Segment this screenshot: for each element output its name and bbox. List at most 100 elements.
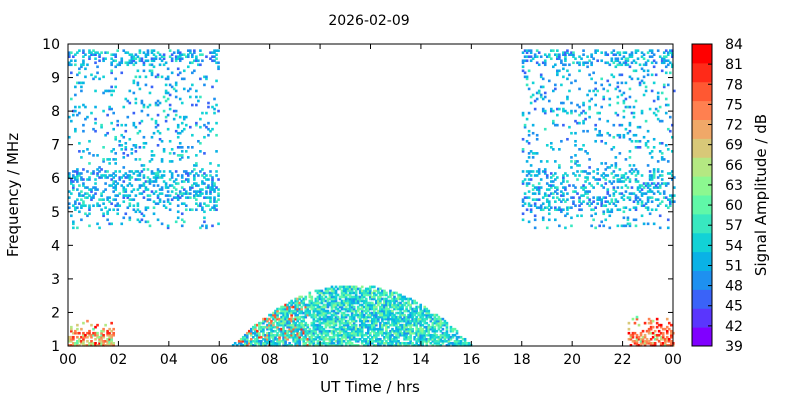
heatmap-cell: [116, 208, 120, 212]
heatmap-cell: [642, 204, 646, 208]
heatmap-cell: [383, 343, 386, 347]
heatmap-cell: [215, 204, 218, 208]
heatmap-cell: [531, 188, 535, 191]
heatmap-cell: [642, 186, 646, 189]
heatmap-cell: [272, 317, 275, 321]
heatmap-cell: [354, 309, 358, 313]
heatmap-cell: [634, 206, 638, 210]
heatmap-cell: [322, 315, 326, 319]
heatmap-cell: [358, 295, 362, 299]
heatmap-cell: [278, 327, 281, 331]
heatmap-cell: [463, 341, 467, 345]
heatmap-cell: [168, 208, 172, 212]
heatmap-cell: [383, 341, 386, 345]
heatmap-cell: [574, 144, 577, 147]
heatmap-cell: [594, 103, 597, 107]
heatmap-cell: [379, 293, 382, 297]
heatmap-cell: [310, 321, 314, 325]
heatmap-cell: [433, 329, 437, 333]
heatmap-cell: [150, 190, 154, 193]
heatmap-cell: [276, 325, 279, 329]
heatmap-cell: [76, 172, 79, 175]
heatmap-cell: [576, 164, 579, 167]
heatmap-cell: [425, 325, 429, 329]
heatmap-cell: [158, 137, 162, 141]
heatmap-cell: [342, 311, 346, 315]
heatmap-cell: [556, 113, 559, 117]
heatmap-cell: [136, 55, 140, 59]
heatmap-cell: [350, 295, 354, 299]
heatmap-cell: [108, 327, 111, 331]
heatmap-cell: [661, 333, 665, 337]
heatmap-cell: [152, 65, 156, 69]
colorbar-tick-label: 39: [725, 339, 743, 355]
heatmap-cell: [415, 305, 418, 309]
heatmap-cell: [549, 146, 553, 149]
heatmap-cell: [667, 327, 671, 331]
heatmap-cell: [120, 71, 124, 75]
heatmap-cell: [211, 105, 214, 109]
heatmap-cell: [371, 311, 374, 315]
heatmap-cell: [395, 335, 398, 339]
heatmap-cell: [94, 333, 97, 337]
heatmap-cell: [449, 335, 453, 339]
heatmap-cell: [566, 206, 569, 210]
heatmap-cell: [566, 49, 569, 52]
heatmap-cell: [213, 111, 216, 115]
heatmap-cell: [633, 341, 637, 345]
heatmap-cell: [176, 51, 180, 54]
heatmap-cell: [88, 57, 91, 61]
heatmap-cell: [215, 57, 218, 61]
heatmap-cell: [443, 335, 447, 339]
heatmap-cell: [258, 321, 261, 325]
heatmap-cell: [76, 341, 79, 345]
heatmap-cell: [639, 341, 643, 345]
heatmap-cell: [630, 139, 634, 143]
heatmap-cell: [328, 287, 332, 291]
heatmap-cell: [360, 291, 364, 295]
heatmap-cell: [332, 287, 336, 291]
heatmap-cell: [294, 343, 297, 347]
heatmap-cell: [330, 317, 334, 321]
heatmap-cell: [397, 317, 400, 321]
heatmap-cell: [584, 111, 587, 115]
heatmap-cell: [270, 333, 273, 337]
heatmap-cell: [195, 95, 198, 99]
heatmap-cell: [612, 194, 616, 197]
heatmap-cell: [82, 59, 85, 63]
heatmap-cell: [366, 329, 370, 333]
heatmap-cell: [668, 49, 672, 52]
heatmap-cell: [160, 174, 164, 177]
heatmap-cell: [641, 341, 645, 345]
heatmap-cell: [120, 59, 124, 63]
heatmap-cell: [82, 184, 85, 187]
heatmap-cell: [172, 180, 176, 183]
heatmap-cell: [586, 152, 589, 155]
heatmap-cell: [618, 123, 622, 127]
heatmap-cell: [659, 337, 663, 341]
heatmap-cell: [409, 321, 412, 325]
heatmap-cell: [152, 200, 156, 203]
heatmap-cell: [620, 186, 624, 189]
heatmap-cell: [465, 343, 469, 347]
heatmap-cell: [437, 343, 441, 347]
heatmap-cell: [294, 329, 297, 333]
heatmap-cell: [377, 303, 380, 307]
heatmap-cell: [332, 335, 336, 339]
heatmap-cell: [360, 329, 364, 333]
heatmap-cell: [310, 339, 314, 343]
heatmap-cell: [98, 77, 101, 81]
heatmap-cell: [217, 49, 220, 52]
heatmap-cell: [86, 339, 89, 343]
heatmap-cell: [338, 337, 342, 341]
heatmap-cell: [164, 83, 168, 87]
heatmap-cell: [656, 109, 660, 113]
heatmap-cell: [650, 61, 654, 65]
heatmap-cell: [114, 152, 117, 155]
heatmap-cell: [140, 109, 144, 113]
heatmap-cell: [148, 178, 152, 181]
heatmap-cell: [364, 311, 368, 315]
heatmap-cell: [126, 51, 130, 54]
heatmap-cell: [405, 329, 408, 333]
heatmap-cell: [282, 323, 285, 327]
